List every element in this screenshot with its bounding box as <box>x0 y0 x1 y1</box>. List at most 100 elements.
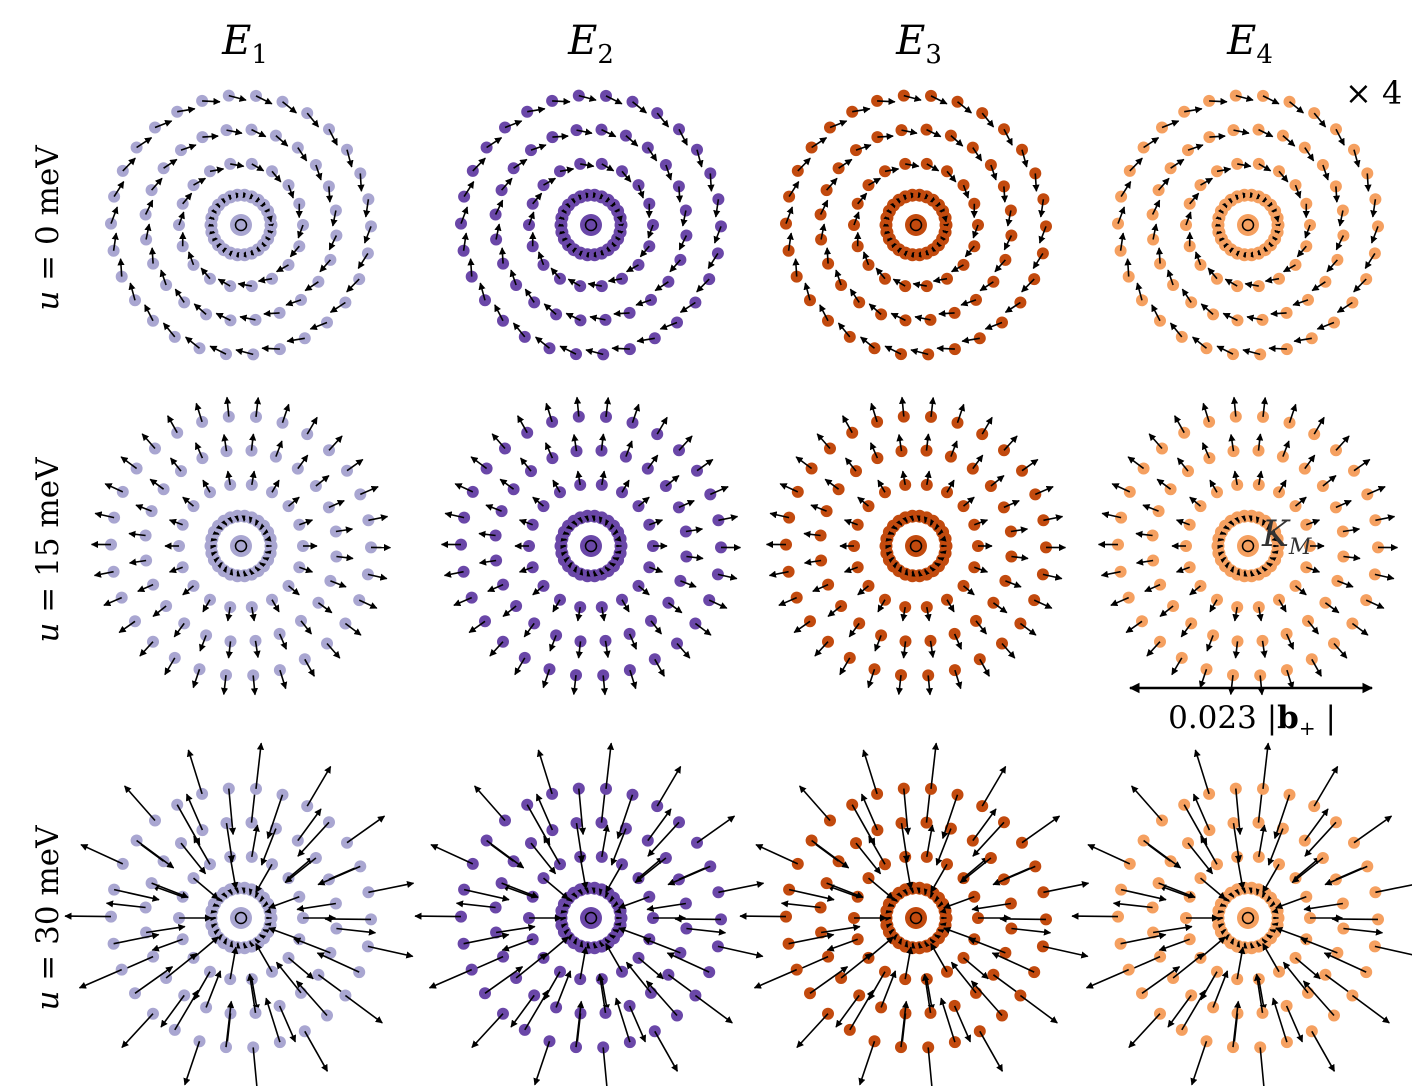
scale-bar-label: 0.023 |b+ | <box>1168 700 1336 741</box>
center-dot <box>230 214 252 236</box>
field-arrow <box>110 206 119 224</box>
field-arrow <box>666 952 710 973</box>
field-arrow <box>330 210 338 227</box>
field-arrow <box>186 749 203 795</box>
field-arrow <box>669 259 682 273</box>
field-arrow <box>571 433 579 452</box>
field-arrow <box>892 278 906 287</box>
field-arrow <box>523 622 535 638</box>
field-arrow <box>336 927 377 936</box>
field-arrow <box>632 101 647 114</box>
center-dot <box>1237 214 1259 236</box>
field-arrow <box>1335 128 1345 146</box>
center-dot <box>230 907 252 929</box>
field-arrow <box>315 474 330 487</box>
field-arrow <box>537 251 545 266</box>
field-arrow <box>282 101 297 114</box>
field-arrow <box>950 134 964 147</box>
field-arrow <box>141 433 156 450</box>
field-arrow <box>678 128 688 146</box>
field-arrow <box>717 945 764 959</box>
field-arrow <box>696 458 714 472</box>
ring-arrow <box>565 523 573 530</box>
field-arrow <box>359 485 379 496</box>
field-arrow <box>972 224 979 239</box>
field-arrow <box>788 932 835 945</box>
field-arrow <box>1303 902 1344 912</box>
field-arrow <box>875 267 886 280</box>
field-arrow <box>621 479 630 493</box>
field-arrow <box>994 259 1007 273</box>
field-arrow <box>686 554 704 562</box>
field-arrow <box>289 245 300 258</box>
vector-panel <box>90 396 392 696</box>
field-arrow <box>603 640 611 659</box>
field-arrow <box>286 336 305 344</box>
ring-arrow <box>560 550 568 557</box>
field-arrow <box>128 282 136 301</box>
ring-arrow <box>254 518 261 526</box>
field-arrow <box>981 765 1007 807</box>
field-arrow <box>1222 312 1238 322</box>
center-marker <box>234 539 248 553</box>
field-arrow <box>285 299 302 307</box>
field-arrow <box>287 496 300 507</box>
center-dot <box>580 214 602 236</box>
field-arrow <box>453 596 473 607</box>
ring-arrow <box>584 887 591 894</box>
field-arrow <box>530 842 557 875</box>
field-arrow <box>1294 957 1321 980</box>
field-arrow <box>257 276 273 284</box>
field-arrow <box>667 602 683 614</box>
field-arrow <box>877 132 894 141</box>
field-arrow <box>515 952 548 979</box>
field-arrow <box>498 247 507 264</box>
field-arrow <box>788 180 800 198</box>
ring-arrow <box>1248 887 1255 894</box>
field-arrow <box>1043 880 1090 894</box>
field-arrow <box>471 1013 504 1049</box>
field-arrow <box>174 288 185 303</box>
field-arrow <box>646 902 687 912</box>
field-arrow <box>532 585 545 596</box>
field-arrow <box>1364 252 1376 270</box>
field-arrow <box>287 957 314 980</box>
field-arrow <box>293 937 331 954</box>
field-arrow <box>306 416 318 435</box>
field-arrow <box>930 863 948 894</box>
field-arrow <box>328 235 338 251</box>
ring-arrow <box>234 570 241 577</box>
field-arrow <box>650 620 663 635</box>
field-arrow <box>1181 288 1192 303</box>
field-arrow <box>239 314 256 322</box>
field-arrow <box>1155 247 1164 264</box>
field-arrow <box>696 149 704 168</box>
field-arrow <box>253 640 261 659</box>
field-arrow <box>647 224 654 239</box>
field-arrow <box>868 303 882 316</box>
field-dot <box>247 348 260 361</box>
field-arrow <box>578 94 597 102</box>
field-arrow <box>1038 199 1046 218</box>
field-arrow <box>335 526 354 534</box>
field-arrow <box>953 1005 972 1043</box>
field-arrow <box>1143 839 1182 869</box>
ring-arrow <box>591 942 598 949</box>
field-arrow <box>428 968 473 989</box>
field-arrow <box>979 1030 1004 1072</box>
ring-arrow <box>941 215 948 223</box>
field-arrow <box>536 749 553 795</box>
field-arrow <box>654 1030 679 1072</box>
field-dot <box>107 244 120 257</box>
ring-arrow <box>916 570 923 577</box>
field-arrow <box>461 232 469 251</box>
field-arrow <box>455 900 496 909</box>
ring-arrow <box>604 518 611 526</box>
field-arrow <box>1161 120 1180 129</box>
field-arrow <box>1326 259 1339 273</box>
field-arrow <box>1293 336 1312 344</box>
field-arrow <box>636 336 655 344</box>
field-arrow <box>1336 301 1353 313</box>
field-arrow <box>877 97 896 106</box>
field-arrow <box>575 470 583 486</box>
